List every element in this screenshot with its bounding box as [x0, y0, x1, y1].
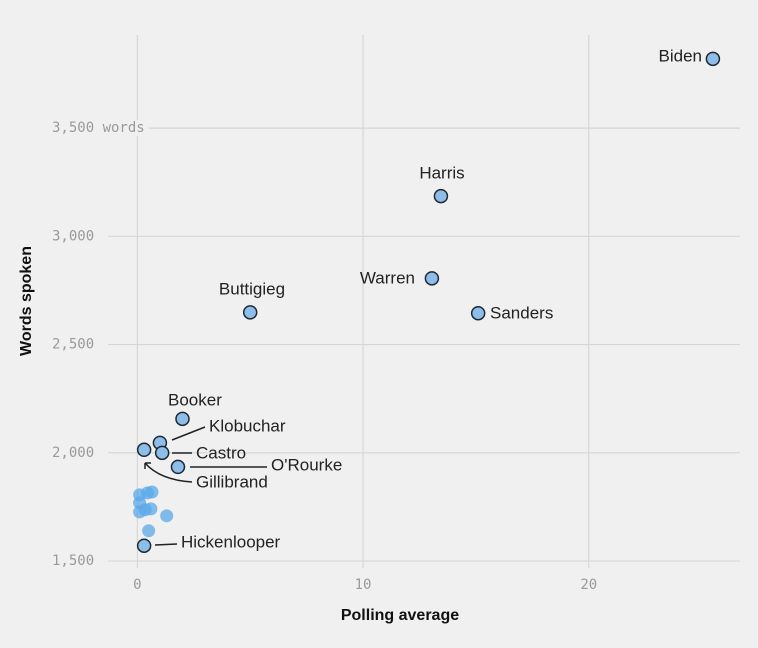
tick-label-bg: [50, 336, 99, 353]
y-tick-label: 1,500: [52, 553, 94, 569]
point: [433, 188, 449, 204]
y-tick-label: 2,500: [52, 337, 94, 353]
y-tick-label: 3,500 words: [52, 120, 145, 136]
x-tick-label: 10: [355, 577, 372, 593]
point: [142, 524, 156, 538]
y-axis-title: Words spoken: [18, 246, 35, 356]
point: [170, 459, 186, 475]
point: [136, 442, 152, 458]
point-label: Buttigieg: [219, 279, 285, 298]
point-label: Warren: [360, 268, 415, 287]
leader-line: [171, 426, 206, 441]
x-tick-label: 20: [580, 577, 597, 593]
point-label: Hickenlooper: [181, 532, 281, 551]
tick-label-bg: [50, 228, 99, 245]
point: [175, 411, 190, 427]
tick-label-bg: [50, 553, 99, 570]
point: [144, 502, 158, 516]
point-label: O'Rourke: [271, 455, 342, 474]
tick-label-bg: [50, 444, 99, 461]
point: [154, 445, 170, 461]
point-label: Gillibrand: [196, 472, 268, 491]
x-axis-title: Polling average: [341, 607, 459, 624]
y-tick-label: 3,000: [52, 228, 94, 244]
point: [145, 485, 159, 499]
point: [160, 509, 174, 523]
x-tick-label: 0: [133, 577, 141, 593]
y-tick-label: 2,000: [52, 445, 94, 461]
tick-label-bg: [50, 120, 149, 137]
point-label: Booker: [168, 390, 222, 409]
point: [705, 51, 721, 67]
leader-line: [154, 543, 178, 546]
point-label: Klobuchar: [209, 416, 286, 435]
point: [470, 305, 486, 321]
point: [424, 271, 440, 286]
point: [136, 538, 152, 553]
point-label: Biden: [659, 46, 702, 65]
point-label: Sanders: [490, 303, 553, 322]
point: [242, 305, 258, 320]
leader-line: [144, 462, 193, 483]
point-label: Castro: [196, 443, 246, 462]
point-label: Harris: [419, 163, 464, 182]
